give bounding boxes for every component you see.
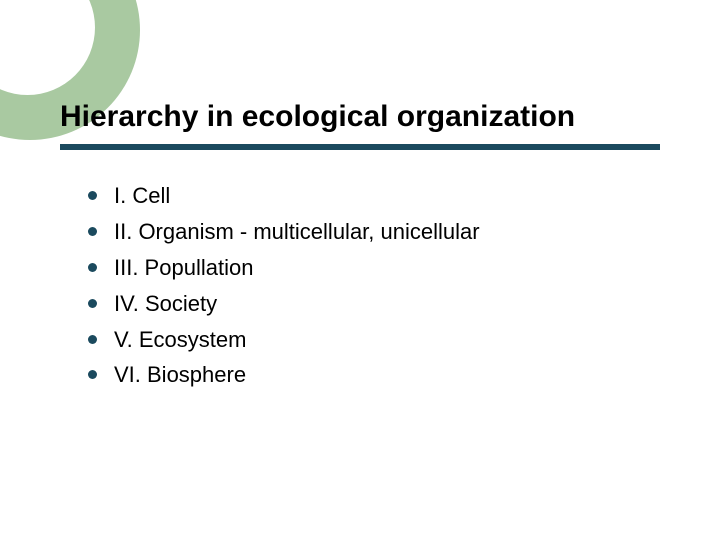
slide-title: Hierarchy in ecological organization [60,100,660,134]
slide-container: Hierarchy in ecological organization I. … [0,0,720,540]
list-item: V. Ecosystem [88,324,660,356]
list-item: II. Organism - multicellular, unicellula… [88,216,660,248]
bullet-list: I. Cell II. Organism - multicellular, un… [60,180,660,391]
list-item: VI. Biosphere [88,359,660,391]
list-item: I. Cell [88,180,660,212]
title-underline [60,144,660,150]
list-item: IV. Society [88,288,660,320]
list-item: III. Popullation [88,252,660,284]
